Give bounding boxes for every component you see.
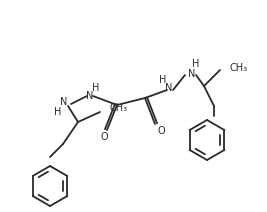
Text: H: H — [192, 59, 200, 69]
Text: O: O — [100, 132, 108, 142]
Text: N: N — [60, 97, 68, 107]
Text: N: N — [188, 69, 196, 79]
Text: N: N — [86, 91, 94, 101]
Text: O: O — [157, 126, 165, 136]
Text: H: H — [92, 83, 100, 93]
Text: H: H — [54, 107, 62, 117]
Text: CH₃: CH₃ — [109, 103, 127, 113]
Text: H: H — [159, 75, 167, 85]
Text: CH₃: CH₃ — [229, 63, 247, 73]
Text: N: N — [165, 83, 173, 93]
